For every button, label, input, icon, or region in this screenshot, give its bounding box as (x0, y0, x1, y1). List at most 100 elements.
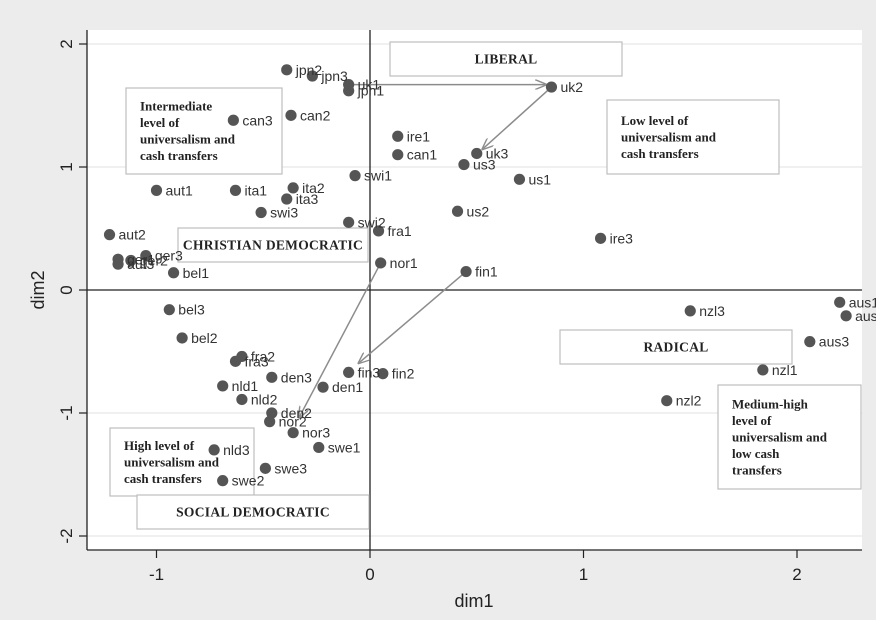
x-tick-label: 0 (365, 565, 374, 584)
annotation-text: cash transfers (621, 146, 699, 161)
point-aus1 (834, 296, 846, 308)
point-nzl2 (661, 395, 673, 407)
annotation-box (125, 87, 283, 175)
point-label-den2: den2 (281, 405, 312, 421)
annotation-box (717, 384, 862, 490)
point-bel1 (167, 267, 180, 279)
point-label-uk3: uk3 (486, 145, 509, 161)
point-us2 (451, 205, 464, 217)
point-jpn2 (281, 64, 293, 76)
point-fin3 (343, 366, 355, 379)
y-tick-label: -2 (57, 528, 76, 543)
point-nor1 (375, 257, 387, 269)
point-label-can2: can2 (300, 107, 331, 123)
annotation-text: Medium-high (732, 396, 809, 411)
point-label-us2: us2 (467, 203, 490, 219)
point-label-nor1: nor1 (390, 255, 418, 271)
annotation-christian: CHRISTIAN DEMOCRATIC (177, 227, 369, 263)
point-label-jpn1: jpn1 (357, 83, 385, 99)
point-label-aus2: aus2 (855, 308, 876, 324)
point-nld2 (236, 393, 248, 406)
point-label-ita3: ita3 (296, 191, 319, 207)
annotation-box (606, 99, 780, 175)
point-swe2 (217, 475, 229, 487)
trajectory-arrow (483, 86, 552, 149)
annotation-text: transfers (732, 462, 782, 477)
x-axis-title: dim1 (454, 591, 493, 611)
point-label-bel1: bel1 (183, 265, 210, 281)
annotation-radical: RADICAL (559, 329, 793, 365)
point-fin1 (460, 265, 472, 278)
point-label-aus3: aus3 (819, 334, 850, 350)
point-ita1 (229, 184, 242, 196)
annotation-box (389, 41, 623, 77)
point-label-ger2: ger2 (140, 252, 168, 268)
point-nzl1 (757, 364, 769, 376)
point-label-ita2: ita2 (302, 180, 325, 196)
point-fin2 (377, 368, 389, 380)
point-bel3 (163, 304, 175, 316)
point-label-swi1: swi1 (364, 168, 392, 184)
y-tick-label: -1 (57, 405, 76, 420)
annotation-text: CHRISTIAN DEMOCRATIC (183, 237, 363, 252)
annotation-text: universalism and (621, 129, 717, 144)
point-label-swe3: swe3 (274, 460, 307, 476)
point-label-aut3: aut3 (127, 256, 154, 272)
point-ita2 (287, 182, 299, 194)
annotation-liberal: LIBERAL (389, 41, 623, 77)
point-label-nzl1: nzl1 (772, 362, 798, 378)
annotation-box (136, 494, 370, 530)
point-nor3 (287, 427, 299, 439)
annotation-box (559, 329, 793, 365)
annotation-text: cash transfers (124, 471, 202, 486)
point-label-swe1: swe1 (328, 439, 361, 455)
annotation-text: SOCIAL DEMOCRATIC (176, 504, 330, 519)
point-jpn1 (343, 85, 355, 97)
point-label-den1: den1 (332, 379, 363, 395)
annotation-text: Low level of (621, 113, 689, 128)
point-label-nld3: nld3 (223, 442, 250, 458)
axes: -2 -1 0 1 2 -1 0 1 2 (57, 30, 862, 584)
point-aus2 (840, 310, 852, 322)
point-label-bel2: bel2 (191, 330, 218, 346)
point-label-aut1: aut1 (166, 182, 193, 198)
point-swi3 (255, 206, 267, 219)
point-us3 (458, 158, 470, 171)
point-label-fin3: fin3 (358, 364, 381, 380)
point-fra1 (372, 225, 385, 237)
point-aus3 (804, 336, 816, 348)
y-axis-title: dim2 (28, 270, 48, 309)
point-us1 (513, 173, 526, 185)
x-tick-label: -1 (149, 565, 164, 584)
annotation-text: low cash (732, 446, 780, 461)
point-ita3 (281, 193, 293, 205)
point-label-can1: can1 (407, 147, 438, 163)
point-aut3 (112, 258, 124, 270)
point-label-swe2: swe2 (232, 473, 265, 489)
annotation-text: level of (732, 413, 772, 428)
annotation-text: LIBERAL (475, 51, 538, 66)
x-tick-label: 1 (579, 565, 588, 584)
point-label-swi2: swi2 (358, 214, 386, 230)
annotation-text: High level of (124, 438, 195, 453)
annotation-text: level of (140, 115, 180, 130)
point-aut2 (103, 229, 116, 241)
point-can1 (392, 149, 404, 161)
annotation-social: SOCIAL DEMOCRATIC (136, 494, 370, 530)
point-label-nzl3: nzl3 (699, 303, 725, 319)
point-swe3 (259, 462, 271, 474)
annotation-box (109, 427, 255, 497)
point-label-jpn2: jpn2 (295, 62, 323, 78)
point-uk2 (545, 81, 558, 93)
point-ger2 (125, 254, 137, 267)
point-jpn3 (306, 70, 318, 82)
point-label-nor3: nor3 (302, 425, 330, 441)
point-fra3 (229, 355, 242, 367)
point-uk3 (471, 147, 483, 160)
point-label-aus1: aus1 (849, 294, 876, 310)
point-label-uk1: uk1 (358, 77, 381, 93)
data-points (103, 64, 852, 487)
point-label-swi3: swi3 (270, 205, 298, 221)
